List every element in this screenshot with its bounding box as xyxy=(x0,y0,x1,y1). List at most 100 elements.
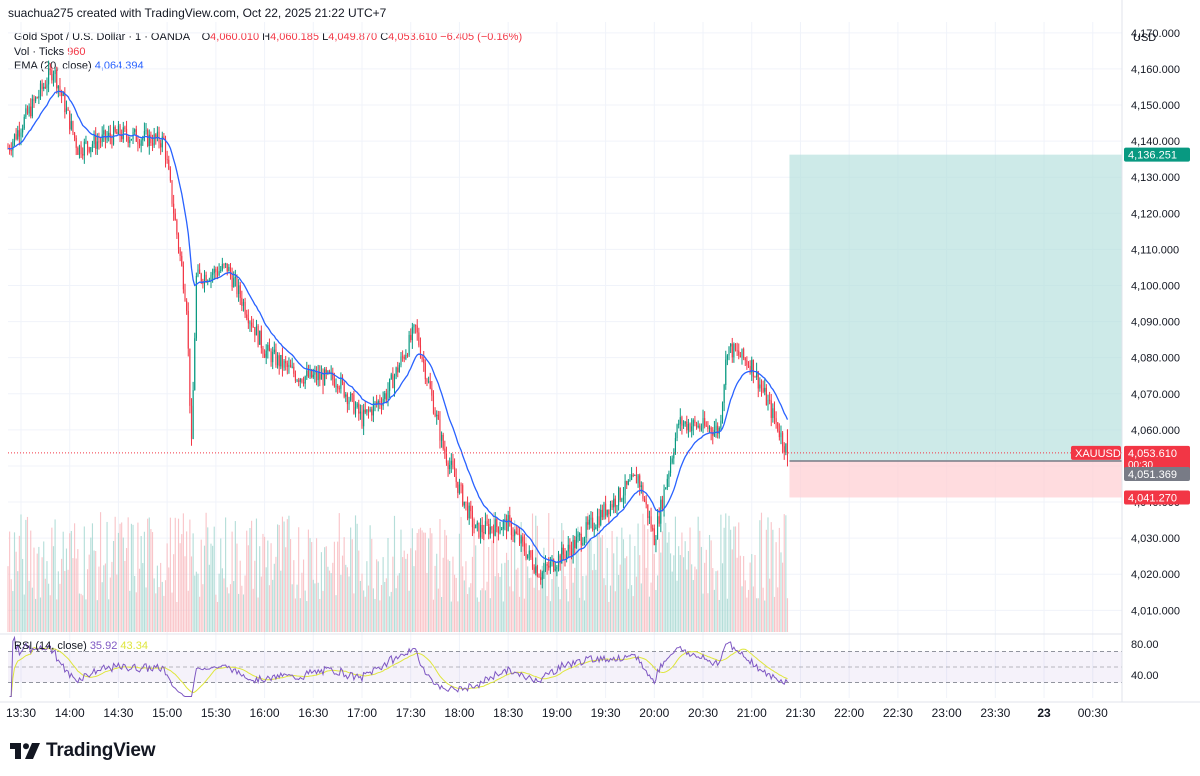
candle-body xyxy=(556,566,558,570)
volume-bar xyxy=(471,556,474,632)
volume-label[interactable]: Vol · Ticks xyxy=(14,45,65,58)
volume-bar xyxy=(465,561,467,632)
volume-bar xyxy=(782,562,784,632)
candle-body xyxy=(293,366,295,374)
candle-body xyxy=(695,422,698,428)
candle-body xyxy=(210,274,212,281)
volume-bar xyxy=(75,558,77,632)
volume-bar xyxy=(12,591,14,632)
candle-body xyxy=(59,85,61,91)
volume-bar xyxy=(233,581,235,632)
volume-bar xyxy=(69,533,71,632)
candle-body xyxy=(570,548,573,556)
volume-bar xyxy=(562,530,564,632)
position-zones[interactable] xyxy=(789,154,1122,498)
volume-bar xyxy=(538,590,540,632)
last-price-badge-text: 4,053.610 xyxy=(1128,448,1177,460)
volume-bar xyxy=(489,598,491,632)
symbol-name[interactable]: Gold Spot / U.S. Dollar · 1 · OANDA xyxy=(14,31,190,43)
volume-bar xyxy=(707,593,709,632)
volume-bar xyxy=(725,513,727,632)
volume-bar xyxy=(585,575,587,632)
candle-body xyxy=(457,481,459,493)
candle-body xyxy=(600,509,602,526)
volume-bar xyxy=(561,523,563,632)
volume-bar xyxy=(544,564,547,632)
candle-body xyxy=(85,141,87,143)
candle-body xyxy=(260,330,262,349)
candle-body xyxy=(39,83,42,97)
volume-bar xyxy=(385,578,387,632)
volume-bar xyxy=(239,560,241,632)
candle-body xyxy=(405,354,407,359)
volume-bar xyxy=(286,519,288,632)
volume-bar xyxy=(462,566,464,632)
volume-bar xyxy=(408,590,410,632)
volume-bar xyxy=(501,563,503,632)
volume-bar xyxy=(304,590,306,632)
candle-body xyxy=(561,547,563,564)
volume-bar xyxy=(684,541,686,632)
volume-bar xyxy=(296,584,298,632)
candle-body xyxy=(582,542,584,546)
time-tick-label: 16:30 xyxy=(298,706,328,720)
volume-bar xyxy=(618,574,620,632)
candle-body xyxy=(527,554,529,559)
volume-bar xyxy=(83,526,85,632)
candle-body xyxy=(738,350,740,356)
candle-body xyxy=(730,343,732,347)
time-tick-label: 20:30 xyxy=(688,706,718,720)
candle-body xyxy=(468,505,470,519)
candle-body xyxy=(228,266,230,272)
volume-bar xyxy=(98,566,100,632)
candle-body xyxy=(277,355,279,366)
candle-body xyxy=(223,264,225,266)
volume-bar xyxy=(445,535,448,632)
volume-bar xyxy=(556,567,558,632)
volume-bar xyxy=(99,512,102,632)
candle-body xyxy=(663,489,665,509)
volume-bar xyxy=(699,530,701,632)
candle-body xyxy=(689,423,691,432)
rsi-label[interactable]: RSI (14, close) xyxy=(14,640,87,652)
candle-body xyxy=(87,141,89,148)
candle-body xyxy=(499,530,501,534)
time-tick-label: 15:30 xyxy=(201,706,231,720)
volume-bar xyxy=(730,529,732,632)
candle-body xyxy=(700,428,702,430)
candle-body xyxy=(252,326,254,328)
candle-body xyxy=(587,522,589,525)
volume-bar xyxy=(148,517,150,632)
time-tick-label: 15:00 xyxy=(152,706,182,720)
volume-bar xyxy=(543,547,545,632)
volume-bar xyxy=(226,587,228,632)
candle-body xyxy=(478,522,480,538)
volume-bar xyxy=(315,538,318,632)
volume-bar xyxy=(637,523,639,632)
candle-body xyxy=(301,378,303,382)
candle-body xyxy=(642,485,644,499)
candle-body xyxy=(242,301,245,306)
candle-body xyxy=(392,374,394,389)
candle-body xyxy=(549,561,551,568)
volume-bar xyxy=(484,590,486,632)
volume-bar xyxy=(199,596,201,632)
volume-bar xyxy=(775,542,777,632)
candle-body xyxy=(12,141,14,151)
volume-bar xyxy=(43,541,45,632)
candle-body xyxy=(783,446,785,453)
currency-label: USD xyxy=(1133,32,1156,44)
volume-bar xyxy=(631,585,633,632)
volume-bar xyxy=(494,576,496,632)
candle-body xyxy=(108,132,110,137)
volume-bar xyxy=(395,588,397,632)
candle-body xyxy=(377,400,379,404)
tradingview-branding[interactable]: TradingView xyxy=(10,740,156,762)
time-tick-label: 22:00 xyxy=(834,706,864,720)
candle-body xyxy=(192,390,194,439)
volume-bar xyxy=(70,530,72,632)
volume-bar xyxy=(379,600,381,632)
volume-bar xyxy=(252,588,254,632)
rsi-pane[interactable] xyxy=(8,635,1122,697)
